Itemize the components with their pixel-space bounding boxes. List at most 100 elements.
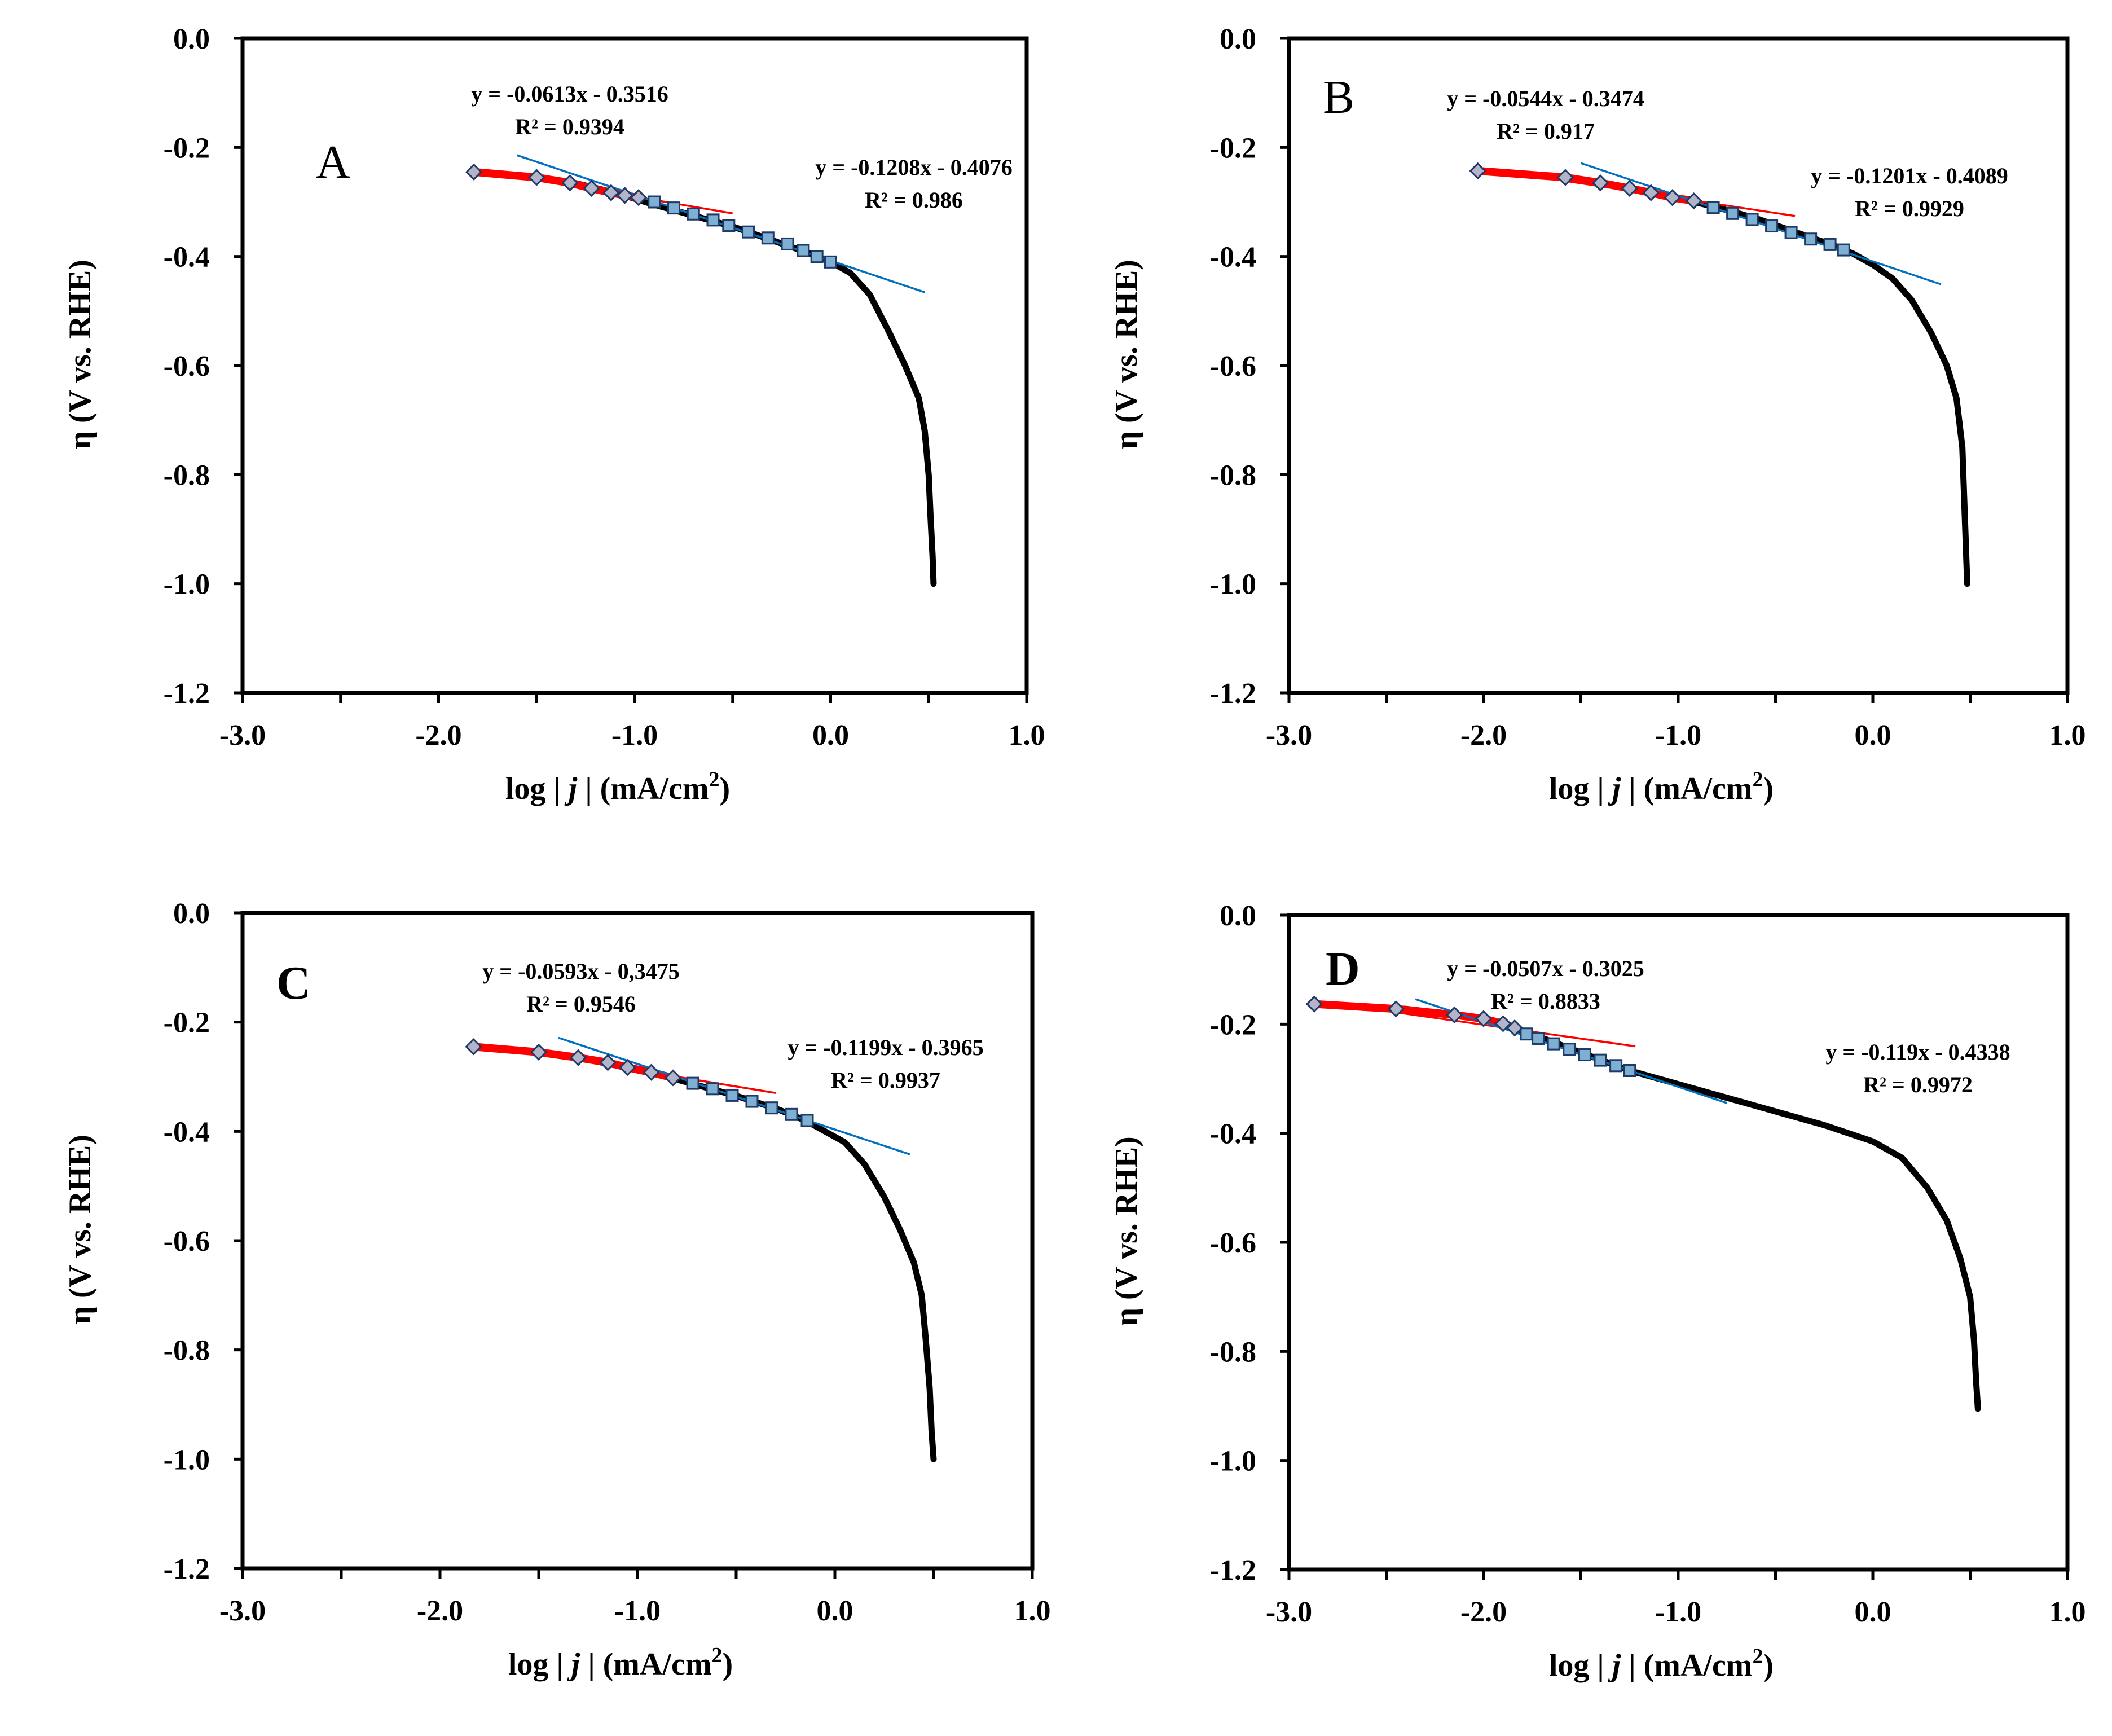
x-axis-title: log | j | (mA/cm2) (1549, 768, 1774, 806)
y-tick-label: -1.2 (1210, 678, 1256, 710)
plot-frame (1287, 36, 2070, 695)
data-point-square (725, 1088, 739, 1102)
x-axis-title-sup: 2 (711, 1643, 722, 1667)
fit-line-low (1314, 1000, 1636, 1048)
data-point-square (667, 201, 680, 215)
x-axis-title: log | j | (mA/cm2) (508, 1643, 733, 1682)
y-tick-label: -0.6 (164, 1225, 210, 1258)
fit-r2-low: R² = 0.9546 (526, 991, 636, 1017)
data-point-square (1532, 1031, 1545, 1045)
fit-line-low (473, 168, 733, 214)
x-axis-title-unit: | (mA/cm (580, 1647, 711, 1682)
y-tick-label: -0.2 (164, 1007, 210, 1039)
fit-r2-low: R² = 0.8833 (1491, 988, 1600, 1014)
data-point-diamond (619, 1058, 636, 1076)
data-point-square (1765, 219, 1779, 233)
data-point-diamond (630, 189, 648, 206)
x-tick-label: -3.0 (219, 1595, 266, 1627)
tafel-curve (470, 169, 937, 587)
data-point-diamond (1494, 1015, 1512, 1032)
fit-equation-high: y = -0.1201x - 0.4089 (1811, 163, 2008, 188)
data-point-square (781, 237, 794, 250)
y-tick-label: -1.0 (1210, 569, 1256, 601)
panel-label: C (276, 957, 311, 1009)
data-point-square (687, 207, 700, 221)
data-point-square (1578, 1048, 1591, 1061)
data-point-square (1726, 206, 1740, 220)
data-point-square (722, 219, 736, 232)
y-tick-label: -0.8 (164, 459, 210, 491)
x-tick-label: 1.0 (2049, 1596, 2086, 1628)
fit-line-low (1477, 166, 1796, 217)
y-axis-title: η (V vs. RHE) (1109, 260, 1144, 449)
data-point-square (686, 1076, 699, 1090)
y-tick-label: -0.4 (164, 1116, 210, 1148)
fit-equation-low: y = -0.0593x - 0,3475 (482, 959, 679, 984)
y-tick-label: -0.4 (1210, 1118, 1256, 1150)
x-axis-title-sup: 2 (709, 768, 719, 792)
y-tick-label: -0.6 (164, 350, 210, 383)
x-tick-label: -3.0 (1266, 719, 1312, 751)
data-point-square (742, 225, 755, 239)
x-tick-label: 1.0 (1009, 719, 1045, 751)
fit-equation-high: y = -0.119x - 0.4338 (1825, 1039, 2010, 1065)
data-point-square (1563, 1043, 1576, 1056)
panel-d: 0.0 -0.2 -0.4 -0.6 -0.8 -1.0 -1.2 -3.0 -2.0 -1.0 0… (1109, 900, 2086, 1683)
y-tick-label: -0.8 (164, 1335, 210, 1367)
data-point-square (761, 231, 775, 245)
x-tick-label: -1.0 (1655, 719, 1701, 751)
data-point-diamond (1469, 162, 1486, 180)
data-point-square (1823, 238, 1837, 251)
data-point-diamond (599, 1054, 617, 1071)
data-point-diamond (1506, 1019, 1524, 1037)
x-axis-title-close: ) (1763, 771, 1774, 806)
data-point-diamond (664, 1069, 682, 1087)
x-axis-title-prefix: log | (1549, 1648, 1612, 1683)
x-axis-title-unit: | (mA/cm (577, 771, 709, 806)
y-tick-label: -0.4 (1210, 241, 1256, 274)
y-tick-label: 0.0 (1220, 900, 1256, 932)
fit-equation-low: y = -0.0544x - 0.3474 (1447, 86, 1644, 111)
data-point-square (648, 195, 661, 209)
y-tick-label: -0.2 (1210, 1009, 1256, 1041)
data-point-diamond (528, 169, 545, 186)
data-point-square (1784, 226, 1798, 239)
data-point-diamond (569, 1049, 587, 1066)
data-point-square (765, 1101, 778, 1115)
x-tick-label: 0.0 (1855, 719, 1891, 751)
y-tick-label: -0.8 (1210, 459, 1256, 491)
fit-equation-high: y = -0.1208x - 0.4076 (815, 155, 1012, 180)
y-tick-label: -1.0 (164, 1444, 210, 1476)
x-tick-label: 1.0 (2049, 719, 2086, 751)
x-axis-title: log | j | (mA/cm2) (1549, 1645, 1774, 1683)
x-axis-title-prefix: log | (508, 1647, 571, 1682)
y-tick-label: -1.2 (1210, 1554, 1256, 1586)
y-axis-title: η (V vs. RHE) (63, 260, 98, 449)
data-point-diamond (1591, 174, 1609, 192)
fit-r2-high: R² = 0.9972 (1863, 1072, 1973, 1097)
data-point-diamond (643, 1063, 660, 1081)
y-tick-label: -1.2 (164, 678, 210, 710)
fit-r2-low: R² = 0.917 (1497, 118, 1595, 144)
y-tick-label: -1.0 (164, 569, 210, 601)
data-point-diamond (1664, 189, 1681, 206)
data-point-diamond (465, 1038, 482, 1056)
data-point-diamond (583, 179, 600, 197)
y-tick-label: -0.6 (1210, 350, 1256, 383)
x-tick-label: 0.0 (812, 719, 849, 751)
x-tick-label: 0.0 (1855, 1596, 1891, 1628)
panel-label: B (1323, 71, 1354, 124)
data-point-square (1520, 1027, 1533, 1041)
data-point-diamond (616, 187, 633, 204)
panel-c: 0.0 -0.2 -0.4 -0.6 -0.8 -1.0 -1.2 -3.0 -2.0 -1.0 0… (63, 898, 1051, 1682)
y-tick-label: 0.0 (173, 23, 210, 55)
data-point-diamond (602, 184, 620, 201)
data-point-diamond (1642, 184, 1660, 201)
y-tick-label: -0.4 (164, 241, 210, 274)
y-tick-label: -1.0 (1210, 1445, 1256, 1478)
data-point-diamond (1446, 1006, 1463, 1024)
data-point-square (797, 244, 810, 257)
x-tick-label: 0.0 (817, 1595, 853, 1627)
fit-r2-low: R² = 0.9394 (515, 114, 624, 139)
